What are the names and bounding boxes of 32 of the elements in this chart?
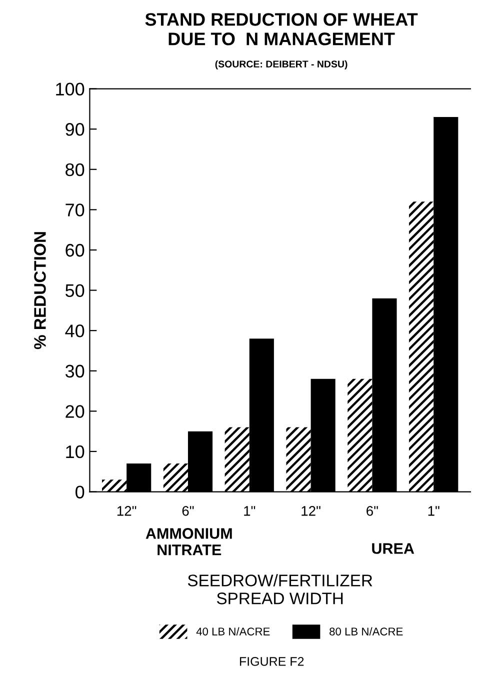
x-tick-label: 6"	[366, 506, 378, 516]
bar	[102, 480, 127, 492]
y-tick-label: 10	[66, 445, 84, 458]
bar	[409, 202, 434, 492]
y-tick-label: 60	[66, 244, 84, 257]
x-tick-label: 6"	[182, 506, 194, 516]
y-axis-title: % REDUCTION	[34, 232, 46, 350]
y-tick-label: 0	[76, 486, 84, 498]
bar	[163, 464, 188, 492]
chart-subtitle: (SOURCE: DEIBERT - NDSU)	[215, 60, 348, 70]
y-tick-label: 20	[66, 405, 84, 418]
legend-label: 80 LB N/ACRE	[330, 627, 403, 636]
bar	[286, 427, 311, 492]
x-tick-label: 1"	[244, 506, 256, 516]
chart-title: STAND REDUCTION OF WHEAT DUE TO N MANAGEMENT	[145, 13, 418, 46]
text: AMMONIUM NITRATE	[146, 528, 232, 556]
y-tick-label: 100	[56, 82, 84, 96]
text: UREA	[372, 543, 414, 554]
x-tick-label: 1"	[428, 506, 440, 516]
x-axis-title: SEEDROW/FERTILIZER SPREAD WIDTH	[188, 574, 372, 604]
bar	[348, 378, 372, 492]
y-tick-label: 50	[66, 284, 84, 297]
legend-label: 40 LB N/ACRE	[196, 627, 270, 636]
y-tick-label: 40	[65, 324, 84, 338]
y-tick-label: 80	[66, 163, 84, 176]
y-tick-label: 30	[65, 364, 84, 378]
caption: FIGURE F2	[240, 657, 304, 666]
y-tick-label: 70	[66, 204, 84, 216]
x-tick-label: 12"	[302, 506, 320, 516]
x-tick-label: 12"	[117, 506, 136, 516]
bar	[224, 427, 250, 492]
y-tick-label: 90	[66, 123, 84, 136]
